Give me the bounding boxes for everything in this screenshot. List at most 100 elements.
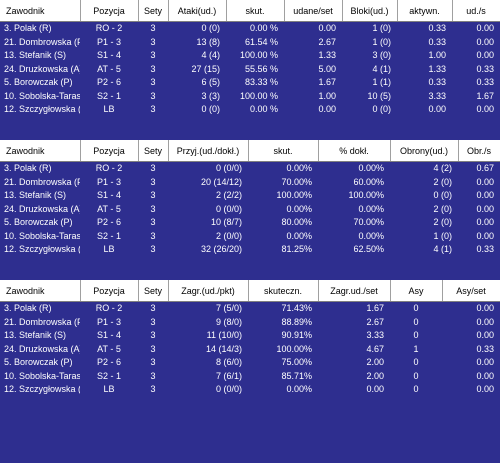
table-cell: 0 (0)	[433, 190, 452, 201]
table-cell: 0.00%	[286, 203, 312, 214]
table-cell: 0.00	[428, 104, 446, 115]
column-header-digs[interactable]: Obrony(ud.)	[390, 140, 459, 162]
table-cell: 0 (0/0)	[215, 384, 242, 395]
table-row[interactable]: 24. Druzkowska (A) AT - 5 3 0 (0/0) 0.00% 0.0…	[0, 203, 500, 217]
table-cell: 3	[150, 190, 156, 201]
table-cell: 3	[150, 50, 156, 61]
table-cell: P2 - 6	[96, 77, 121, 88]
column-header-aces[interactable]: Asy	[390, 280, 443, 302]
column-header-player[interactable]: Zawodnik	[0, 280, 81, 302]
column-header-blocks[interactable]: Bloki(ud.)	[342, 0, 398, 22]
table-cell: 100.00%	[276, 343, 312, 354]
column-header-points-per-set[interactable]: ud./s	[452, 0, 500, 22]
player-name-cell: 24. Druzkowska (A)	[4, 63, 80, 74]
table-row[interactable]: 13. Stefanik (S) S1 - 4 3 11 (10/0) 90.91% 3.…	[0, 329, 500, 343]
column-header-aces-per-set[interactable]: Asy/set	[442, 280, 500, 302]
table-cell: 0.00	[476, 370, 494, 381]
player-name-cell: 12. Szczygłowska (L)	[4, 244, 80, 255]
player-name-cell: 3. Polak (R)	[4, 23, 52, 34]
column-header-serves-per-set[interactable]: Zagr.ud./set	[318, 280, 391, 302]
table-cell: RO - 2	[95, 23, 123, 34]
table-row[interactable]: 24. Druzkowska (A) AT - 5 3 27 (15) 55.56 % 5…	[0, 63, 500, 77]
table-cell: 1 (0)	[372, 36, 391, 47]
column-header-sets[interactable]: Sety	[138, 0, 169, 22]
table-cell: 3	[150, 203, 156, 214]
column-header-player[interactable]: Zawodnik	[0, 0, 81, 22]
table-cell: 32 (26/20)	[200, 244, 242, 255]
column-header-position[interactable]: Pozycja	[80, 0, 139, 22]
table-row[interactable]: 21. Dombrowska (P) P1 - 3 3 13 (8) 61.54 % 2.…	[0, 36, 500, 50]
table-cell: 0	[413, 303, 419, 314]
table-cell: 4 (1)	[433, 244, 452, 255]
column-header-sets[interactable]: Sety	[138, 280, 169, 302]
table-cell: 0	[413, 370, 419, 381]
table-cell: 55.56 %	[244, 63, 278, 74]
reception-table-body: 3. Polak (R) RO - 2 3 0 (0/0) 0.00% 0.00% 4 (2…	[0, 162, 500, 257]
table-cell: 0.00	[476, 330, 494, 341]
table-row[interactable]: 13. Stefanik (S) S1 - 4 3 4 (4) 100.00 % 1.33…	[0, 49, 500, 63]
table-cell: LB	[103, 104, 115, 115]
table-cell: 1 (0)	[372, 23, 391, 34]
column-header-activity[interactable]: aktywn.	[397, 0, 453, 22]
table-cell: 3	[150, 104, 156, 115]
column-header-receptions[interactable]: Przyj.(ud./dokł.)	[168, 140, 249, 162]
column-header-position[interactable]: Pozycja	[80, 140, 139, 162]
table-cell: 3	[150, 343, 156, 354]
table-row[interactable]: 24. Druzkowska (A) AT - 5 3 14 (14/3) 100.00…	[0, 343, 500, 357]
column-header-digs-per-set[interactable]: Obr./s	[458, 140, 500, 162]
player-name-cell: 24. Druzkowska (A)	[4, 203, 80, 214]
table-cell: 0.33	[428, 77, 446, 88]
table-cell: 88.89%	[281, 316, 312, 327]
column-header-serves[interactable]: Zagr.(ud./pkt)	[168, 280, 249, 302]
table-cell: 70.00%	[281, 176, 312, 187]
table-cell: AT - 5	[97, 203, 121, 214]
table-row[interactable]: 3. Polak (R) RO - 2 3 0 (0) 0.00 % 0.00 1 (0) 0…	[0, 22, 500, 36]
table-cell: 0.00	[476, 217, 494, 228]
table-cell: 0 (0)	[372, 104, 391, 115]
table-cell: 85.71%	[281, 370, 312, 381]
column-header-position[interactable]: Pozycja	[80, 280, 139, 302]
attack-header-row: Zawodnik Pozycja Sety Ataki(ud.) skut. u…	[0, 0, 500, 22]
table-cell: 83.33 %	[244, 77, 278, 88]
table-row[interactable]: 12. Szczygłowska (L) LB 3 0 (0/0) 0.00% 0.00 0…	[0, 383, 500, 397]
table-cell: 0	[413, 330, 419, 341]
table-row[interactable]: 21. Dombrowska (P) P1 - 3 3 20 (14/12) 70.00…	[0, 176, 500, 190]
reception-header-row: Zawodnik Pozycja Sety Przyj.(ud./dokł.) …	[0, 140, 500, 162]
column-header-accuracy[interactable]: % dokł.	[318, 140, 391, 162]
table-row[interactable]: 10. Sobolska-Taraso... S2 - 1 3 2 (0/0) 0.00…	[0, 230, 500, 244]
table-cell: 70.00%	[353, 217, 384, 228]
table-cell: 0.00%	[358, 203, 384, 214]
table-cell: 0	[413, 316, 419, 327]
table-row[interactable]: 13. Stefanik (S) S1 - 4 3 2 (2/2) 100.00% 100…	[0, 189, 500, 203]
player-name-cell: 13. Stefanik (S)	[4, 50, 67, 61]
table-cell: 7 (5/0)	[215, 303, 242, 314]
table-row[interactable]: 21. Dombrowska (P) P1 - 3 3 9 (8/0) 88.89% 2.…	[0, 316, 500, 330]
table-cell: 6 (5)	[201, 77, 220, 88]
column-header-success-per-set[interactable]: udane/set	[284, 0, 343, 22]
table-row[interactable]: 5. Borowczak (P) P2 - 6 3 6 (5) 83.33 % 1.67 1…	[0, 76, 500, 90]
table-cell: 0.00	[476, 316, 494, 327]
column-header-efficiency[interactable]: skut.	[226, 0, 285, 22]
column-header-attacks[interactable]: Ataki(ud.)	[168, 0, 227, 22]
column-header-sets[interactable]: Sety	[138, 140, 169, 162]
table-cell: 0.00%	[286, 163, 312, 174]
table-row[interactable]: 10. Sobolska-Taraso... S2 - 1 3 3 (3) 100.00…	[0, 90, 500, 104]
column-header-efficiency[interactable]: skuteczn.	[248, 280, 319, 302]
table-row[interactable]: 12. Szczygłowska (L) LB 3 32 (26/20) 81.25% 6…	[0, 243, 500, 257]
table-cell: 20 (14/12)	[200, 176, 242, 187]
table-cell: 27 (15)	[191, 63, 220, 74]
table-row[interactable]: 10. Sobolska-Taraso... S2 - 1 3 7 (6/1) 85.7…	[0, 370, 500, 384]
table-row[interactable]: 5. Borowczak (P) P2 - 6 3 10 (8/7) 80.00% 70.…	[0, 216, 500, 230]
column-header-efficiency[interactable]: skut.	[248, 140, 319, 162]
column-header-player[interactable]: Zawodnik	[0, 140, 81, 162]
table-row[interactable]: 3. Polak (R) RO - 2 3 7 (5/0) 71.43% 1.67 0 0.0…	[0, 302, 500, 316]
serve-stats-panel: Zawodnik Pozycja Sety Zagr.(ud./pkt) sku…	[0, 280, 500, 397]
attack-stats-table: Zawodnik Pozycja Sety Ataki(ud.) skut. u…	[0, 0, 500, 117]
table-row[interactable]: 5. Borowczak (P) P2 - 6 3 8 (6/0) 75.00% 2.00…	[0, 356, 500, 370]
table-cell: 3.33	[366, 330, 384, 341]
table-cell: 0.00	[476, 357, 494, 368]
table-cell: 0.00	[366, 384, 384, 395]
table-row[interactable]: 3. Polak (R) RO - 2 3 0 (0/0) 0.00% 0.00% 4 (2…	[0, 162, 500, 176]
table-cell: 3 (3)	[201, 90, 220, 101]
table-row[interactable]: 12. Szczygłowska (L) LB 3 0 (0) 0.00 % 0.00 0 …	[0, 103, 500, 117]
